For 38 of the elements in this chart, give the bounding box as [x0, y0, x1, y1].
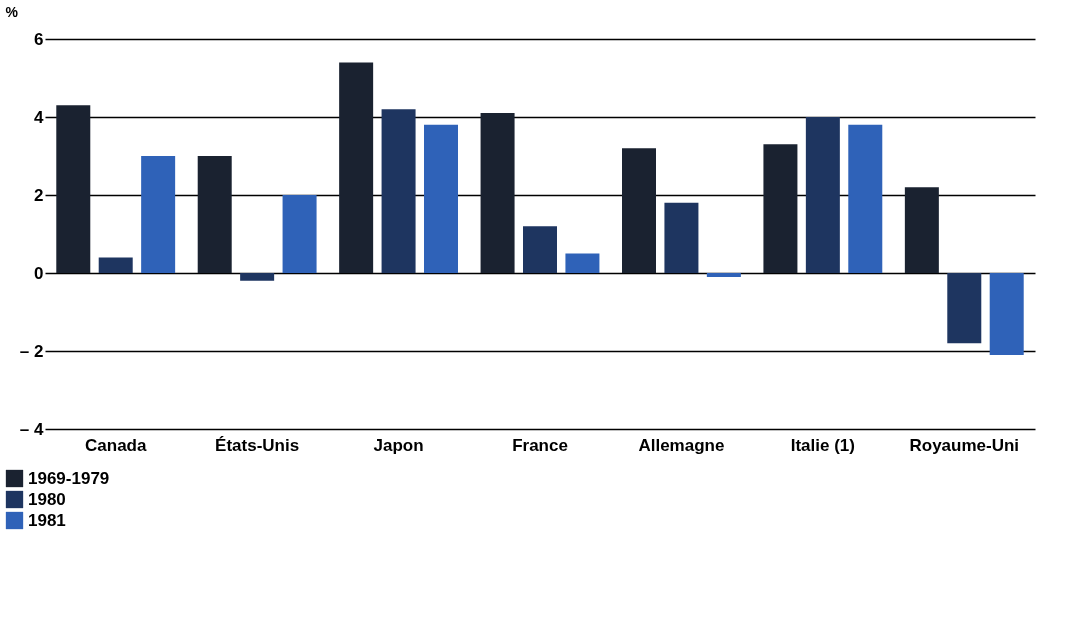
bar: [282, 195, 317, 273]
x-tick-label: Japon: [373, 435, 424, 455]
x-tick-label: États-Unis: [215, 435, 300, 455]
bar: [805, 117, 840, 273]
bar: [565, 253, 600, 273]
y-axis-title: %: [5, 3, 19, 20]
bar: [664, 202, 699, 273]
y-tick-label: 2: [34, 185, 44, 205]
legend-label: 1981: [28, 510, 66, 530]
bar: [904, 187, 939, 273]
bar: [523, 226, 557, 273]
legend-label: 1969-1979: [28, 468, 110, 488]
bar: [424, 124, 458, 273]
y-tick-label: 4: [34, 107, 45, 127]
x-tick-label: France: [512, 435, 568, 455]
x-tick-label: Allemagne: [638, 435, 725, 455]
bar: [56, 105, 91, 273]
bar: [141, 156, 176, 273]
y-tick-label: 6: [34, 29, 44, 49]
bar: [197, 156, 232, 273]
bar: [622, 148, 656, 273]
bar: [989, 273, 1024, 355]
bar: [381, 109, 416, 273]
y-tick-label: – 2: [19, 341, 44, 361]
bar: [339, 62, 374, 273]
x-tick-label: Italie (1): [790, 435, 855, 455]
y-tick-label: 0: [34, 263, 44, 283]
bar: [947, 273, 982, 344]
bar: [848, 124, 883, 273]
legend-label: 1980: [28, 489, 66, 509]
y-tick-label: – 4: [19, 419, 45, 439]
x-tick-label: Royaume-Uni: [909, 435, 1020, 455]
bar: [240, 273, 275, 281]
bar: [706, 273, 741, 277]
x-tick-label: Canada: [85, 435, 147, 455]
bar: [480, 113, 515, 273]
bar: [98, 257, 133, 273]
bar: [763, 144, 798, 273]
